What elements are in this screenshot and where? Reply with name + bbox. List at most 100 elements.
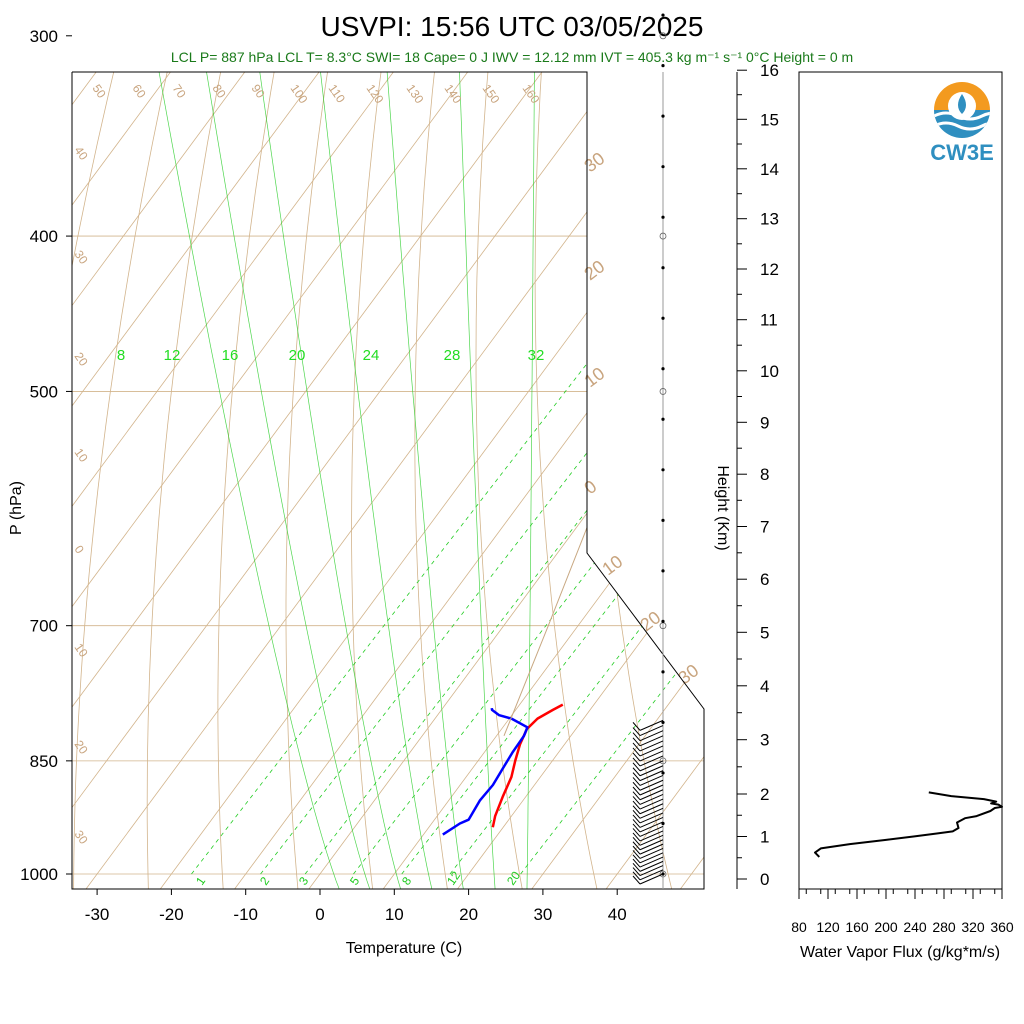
isotherm-line: [72, 72, 704, 889]
flux-tick-label: 280: [932, 919, 956, 935]
wind-barb: [639, 735, 664, 747]
wind-barb: [639, 755, 664, 767]
wind-barb: [632, 875, 641, 885]
cw3e-logo: CW3E: [930, 82, 994, 165]
wind-barb: [632, 837, 641, 846]
water-vapor-flux-panel: 80 120 160 200 240 280 320 360 Water Vapor Flux …: [791, 71, 1014, 961]
wind-calm-circle: [659, 232, 667, 240]
wind-barb: [639, 869, 664, 881]
dry-adiabat-line: [72, 72, 363, 889]
dry-adiabat-line: [285, 72, 517, 889]
saturated-adiabat-label: 8: [117, 347, 125, 364]
wind-barb: [632, 752, 641, 762]
dry-adiabat-label: 10: [72, 641, 91, 660]
isotherm-line: [72, 72, 704, 889]
height-tick-label: 15: [760, 110, 779, 129]
wind-calm-circle: [659, 32, 667, 40]
flux-tick-label: 320: [961, 919, 985, 935]
dry-adiabat-line: [73, 72, 401, 889]
height-tick-label: 12: [760, 260, 779, 279]
wind-barb: [639, 730, 664, 742]
mixing-ratio-line: [353, 235, 704, 875]
isotherm-line: [72, 72, 704, 889]
saturated-adiabat-line: [170, 72, 379, 889]
flux-tick-label: 200: [874, 919, 898, 935]
wind-barb: [639, 834, 664, 846]
logo-text: CW3E: [930, 140, 994, 165]
height-tick-label: 4: [760, 677, 769, 696]
wind-barb: [639, 784, 664, 796]
saturated-adiabat-line: [526, 72, 537, 889]
dry-adiabat-line: [414, 72, 594, 889]
wind-barb: [632, 791, 641, 801]
wind-barb: [639, 803, 664, 815]
flux-tick-label: 80: [791, 919, 807, 935]
saturated-adiabat-label: 20: [289, 347, 306, 364]
wind-barb: [632, 767, 641, 777]
flux-axis-title: Water Vapor Flux (g/kg*m/s): [800, 944, 1000, 961]
wind-barb: [632, 762, 641, 772]
wind-barb: [639, 839, 664, 851]
wind-barb: [632, 742, 641, 752]
dry-adiabat-label: 40: [72, 144, 91, 163]
t-tick-label: 30: [533, 905, 552, 924]
saturated-adiabat-label: 28: [444, 347, 461, 364]
dry-adiabat-line: [592, 72, 704, 889]
saturated-adiabat-line: [296, 72, 438, 889]
flux-tick-label: 360: [990, 919, 1014, 935]
mixing-ratio-label: 1: [193, 874, 208, 888]
wind-barb: [639, 865, 664, 877]
wind-barb: [632, 863, 641, 872]
wind-barb: [632, 867, 641, 876]
chart-title: USVPI: 15:56 UTC 03/05/2025: [321, 11, 704, 42]
wind-barb: [632, 727, 641, 736]
isotherm-label: 30: [674, 660, 702, 688]
wind-barb: [639, 719, 664, 731]
wind-calm-circle: [659, 870, 667, 878]
saturated-adiabat-line: [370, 72, 468, 889]
dry-adiabat-label: 20: [72, 350, 91, 369]
wind-barb: [632, 858, 641, 868]
saturated-adiabat-label: 24: [363, 347, 380, 364]
wind-barb: [632, 850, 641, 859]
wind-barb: [632, 800, 641, 810]
wind-barb: [639, 798, 664, 810]
wind-barb: [639, 817, 664, 828]
mixing-ratio-label: 2: [257, 874, 272, 888]
flux-tick-label: 120: [816, 919, 840, 935]
wind-level-dot: [661, 771, 665, 775]
wind-barb: [632, 823, 641, 833]
wind-barb: [639, 821, 664, 833]
p-tick-label: 850: [30, 752, 58, 771]
wind-barb: [639, 807, 664, 819]
wind-barb: [639, 789, 664, 801]
wind-barb: [632, 814, 641, 824]
wind-barb: [639, 760, 664, 772]
wind-level-dot: [661, 64, 665, 68]
isotherm-label: 20: [636, 607, 664, 635]
p-tick-label: 500: [30, 382, 58, 401]
flux-tick-label: 160: [845, 919, 869, 935]
wind-barb: [632, 737, 641, 747]
dry-adiabat-label: 30: [72, 248, 91, 267]
wind-barb: [639, 770, 664, 782]
wind-level-dot: [661, 417, 665, 421]
saturated-adiabat-line: [228, 72, 409, 889]
dry-adiabat-line: [351, 72, 555, 889]
wind-level-dot: [661, 720, 665, 725]
dry-adiabat-label: 10: [72, 446, 91, 465]
mixing-ratio-line: [304, 235, 704, 875]
height-tick-label: 8: [760, 465, 769, 484]
t-tick-label: -10: [233, 905, 258, 924]
p-tick-label: 1000: [20, 865, 58, 884]
wind-barb: [632, 845, 641, 855]
top-adiabat-label: 50: [90, 82, 109, 101]
wind-barb: [632, 786, 641, 796]
dewpoint-line: [442, 707, 529, 836]
wind-level-dot: [661, 266, 665, 270]
wind-calm-circle: [659, 388, 667, 395]
dry-adiabat-line: [701, 72, 704, 889]
isotherm-line: [517, 72, 704, 889]
t-tick-label: -30: [85, 905, 110, 924]
dry-adiabat-line: [995, 0, 1024, 908]
